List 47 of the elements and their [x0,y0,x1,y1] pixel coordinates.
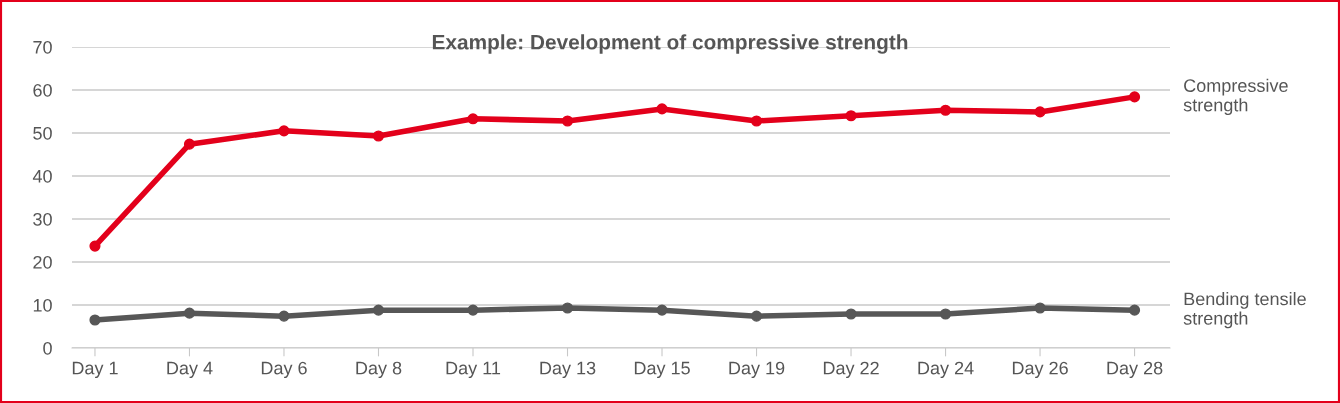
x-tick-label: Day 6 [261,361,307,379]
point [372,130,385,142]
point [89,314,101,326]
y-tick-label: 30 [33,212,52,226]
point [183,307,196,319]
y-tick-label: 40 [32,169,52,183]
point [1034,106,1046,118]
y-tick-label: 20 [33,255,52,269]
x-tick-label: Day 24 [918,361,974,379]
point [561,302,574,314]
x-tick-label: Day 22 [823,361,879,379]
point [278,310,290,322]
point [939,104,952,116]
y-tick-label: 0 [43,341,52,355]
text: Compressive strength [1183,78,1288,116]
x-tick-label: Day 8 [356,361,402,379]
point [89,240,101,252]
y-tick-label: 70 [33,40,52,54]
x-tick-label: Day 11 [446,361,501,379]
point [845,110,857,122]
text: Bending tensile strength [1183,292,1306,329]
point [561,115,574,127]
point [372,304,385,316]
point [1129,304,1141,316]
x-tick-label: Day 13 [540,361,596,379]
point [183,138,196,150]
x-tick-label: Day 19 [729,361,785,379]
point [750,310,763,322]
point [1034,302,1046,314]
x-tick-label: Day 1 [72,361,118,379]
x-tick-label: Day 26 [1012,361,1068,379]
point [467,113,479,125]
point [467,304,479,316]
point [656,304,668,316]
y-tick-label: 10 [33,298,52,312]
point [1129,91,1141,103]
point [278,125,290,137]
point [750,115,763,127]
point [845,308,857,320]
point [656,103,668,115]
chart-title: Example: Development of compressive strength [432,34,908,54]
y-tick-label: 50 [33,126,52,140]
x-tick-label: Day 4 [167,361,213,379]
y-tick-label: 60 [33,83,52,97]
x-tick-label: Day 28 [1107,361,1163,379]
x-tick-label: Day 15 [634,361,690,379]
point [939,308,952,320]
